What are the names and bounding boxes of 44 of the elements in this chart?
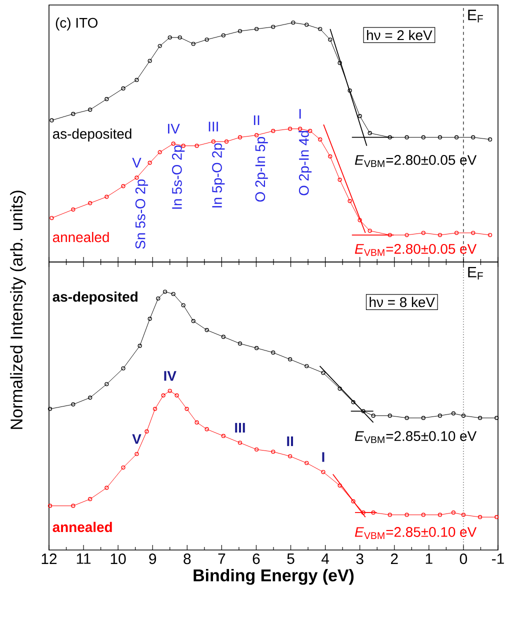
annotation: (c) ITO — [56, 18, 98, 31]
annotation: III — [235, 422, 245, 433]
series-label: as-deposited — [52, 291, 138, 304]
annotation: O 2p-In 5p — [255, 136, 268, 202]
annotation: V — [132, 434, 142, 444]
x-tick-label: 8 — [184, 554, 191, 564]
x-tick-label: 10 — [110, 554, 126, 564]
x-tick-label: 1 — [426, 554, 432, 564]
annotation: O 2p-In 4d — [298, 130, 312, 196]
ref-line-label: E$_{F}$ — [468, 10, 483, 22]
x-tick-label: 3 — [356, 554, 364, 564]
text: E$_{VBM}$=2.85±0.10 eV — [354, 527, 477, 539]
series-label: annealed — [52, 522, 112, 532]
annotation: Sn 5s-O 2p — [135, 179, 148, 249]
x-axis-title: Binding Energy (eV) — [194, 568, 354, 585]
x-tick-label: 6 — [252, 554, 260, 564]
x-tick-label: 4 — [321, 554, 330, 564]
annotation: hν = 8 keV — [370, 296, 435, 308]
annotation: IV — [168, 124, 180, 134]
annotation: E$_{VBM}$=2.85±0.10 eV — [354, 431, 477, 444]
annotation: hν = 2 keV — [367, 30, 432, 40]
y-axis-title: Normalized Intensity (arb. units) — [10, 190, 26, 429]
annotation: I — [299, 109, 301, 119]
x-tick-label: 5 — [287, 554, 294, 564]
annotation: E$_{VBM}$=2.80±0.05 eV — [354, 155, 477, 167]
series-label: as-deposited — [52, 128, 132, 142]
annotation: V — [132, 158, 142, 168]
annotation: II — [287, 436, 294, 446]
series-label: annealed — [52, 232, 109, 242]
text: E$_{VBM}$=2.80±0.05 eV — [354, 244, 477, 256]
x-tick-label: 7 — [218, 554, 226, 564]
annotation: II — [254, 115, 260, 125]
annotation: III — [208, 122, 218, 132]
x-tick-label: 2 — [390, 554, 398, 564]
annotation: In 5p-O 2p — [212, 143, 225, 208]
x-tick-label: 9 — [149, 554, 156, 564]
annotation: In 5s-O 2p — [172, 145, 185, 209]
x-tick-label: 11 — [76, 554, 91, 564]
annotation: I — [322, 452, 324, 462]
annotation: IV — [164, 371, 176, 381]
ref-line-label: E$_{F}$ — [468, 266, 483, 280]
x-tick-label: 0 — [460, 554, 468, 564]
x-tick-label: -1 — [492, 554, 504, 564]
x-tick-label: 12 — [42, 554, 57, 564]
